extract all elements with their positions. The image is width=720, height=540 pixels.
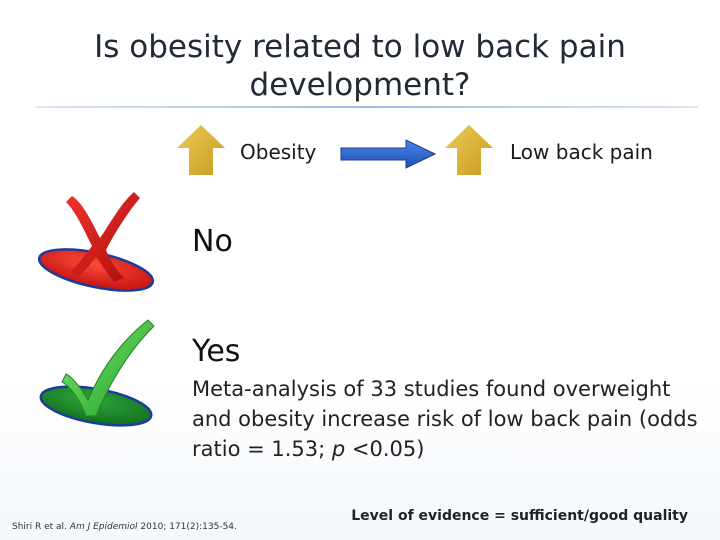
up-arrow-icon bbox=[177, 125, 225, 175]
citation-authors: Shiri R et al. bbox=[12, 522, 67, 532]
green-check-icon bbox=[39, 319, 155, 427]
finding-text: Meta-analysis of 33 studies found overwe… bbox=[192, 374, 702, 464]
effect-label: Low back pain bbox=[510, 140, 653, 164]
evidence-level: Level of evidence = sufficient/good qual… bbox=[351, 508, 688, 524]
slide-title: Is obesity related to low back pain deve… bbox=[94, 29, 626, 103]
up-arrow-icon bbox=[445, 125, 493, 175]
finding-p-symbol: p bbox=[331, 437, 346, 461]
citation-journal: Am J Epidemiol bbox=[69, 522, 138, 532]
answer-no: No bbox=[192, 224, 233, 259]
finding-text-part2: <0.05) bbox=[345, 437, 425, 461]
right-arrow-icon bbox=[340, 139, 436, 169]
citation-details: 2010; 171(2):135-54. bbox=[140, 522, 237, 532]
citation: Shiri R et al. Am J Epidemiol 2010; 171(… bbox=[12, 522, 237, 532]
title-divider bbox=[36, 106, 698, 108]
red-x-icon bbox=[37, 192, 155, 292]
cause-label: Obesity bbox=[240, 140, 317, 164]
answer-yes: Yes bbox=[192, 334, 241, 369]
finding-text-part1: Meta-analysis of 33 studies found overwe… bbox=[192, 377, 698, 461]
